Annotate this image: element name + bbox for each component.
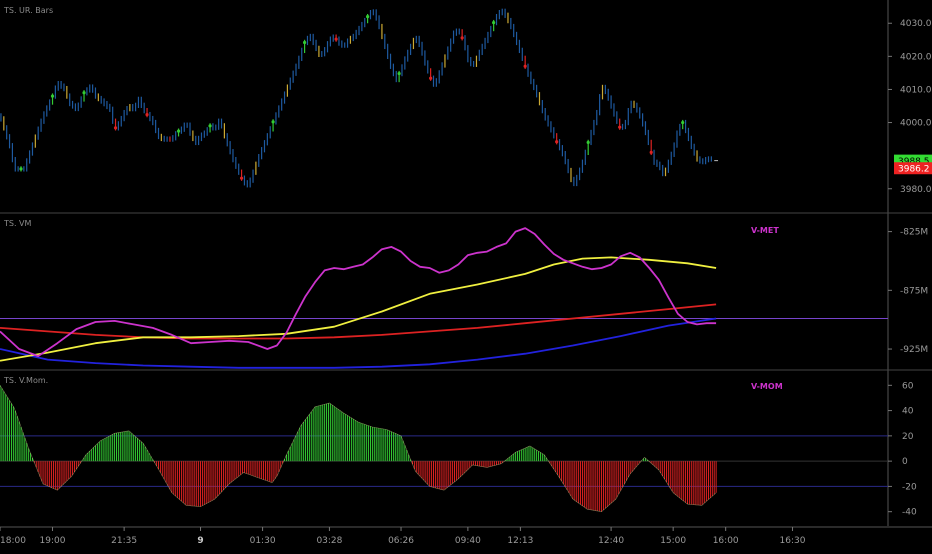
x-tick-label: 12:40: [598, 536, 624, 546]
mom-ytick-label: -20: [902, 482, 917, 492]
x-tick-label: 16:00: [713, 536, 739, 546]
price-bar-dot: [239, 176, 244, 180]
mom-ytick-label: -40: [902, 508, 917, 518]
price-bar-dot: [429, 76, 433, 80]
x-tick-label: 03:28: [316, 536, 342, 546]
price-bar-dot: [271, 120, 275, 124]
price-bar-dot: [50, 94, 55, 98]
mom-pane-label: TS. V.Mom.: [4, 376, 49, 385]
mom-envelope: [0, 385, 717, 513]
price-ytick-label: 4010.0: [900, 85, 932, 95]
price-bar-dot: [681, 120, 685, 125]
price-bar-dot: [19, 167, 23, 171]
price-bar-dot: [82, 91, 86, 95]
vm-line-blue: [0, 317, 717, 369]
x-tick-label: 01:30: [250, 536, 276, 546]
x-tick-label: 21:35: [111, 536, 137, 546]
last-price-badge-red: [894, 162, 932, 175]
mom-legend-tag: V-MOM: [751, 382, 783, 391]
x-tick-label: 06:26: [388, 536, 414, 546]
vm-line-red: [0, 303, 717, 340]
x-tick-label: 9: [197, 536, 203, 546]
vm-line-yellow: [0, 256, 717, 362]
price-pane-label: TS. UR. Bars: [4, 6, 54, 15]
last-price-badge-label: 3986.2: [898, 165, 930, 175]
price-bar-dot: [145, 113, 149, 117]
price-bar-dot: [302, 40, 307, 45]
vm-ytick-label: -875M: [900, 286, 928, 296]
price-bar-dot: [586, 140, 590, 145]
x-tick-label: 16:30: [780, 536, 806, 546]
x-tick-label: 18:00: [0, 536, 26, 546]
mom-ytick-label: 0: [902, 457, 908, 467]
vm-ytick-label: -925M: [900, 345, 928, 355]
price-bar-dot: [366, 15, 370, 19]
mom-ytick-label: 60: [902, 381, 914, 391]
price-bar-dot: [555, 140, 559, 144]
vm-legend-tag: V-MET: [751, 226, 779, 235]
price-bar-dot: [460, 36, 464, 40]
price-bar-dot: [618, 125, 622, 129]
price-bar-dot: [649, 150, 653, 154]
price-bar-dot: [208, 124, 212, 128]
vm-line-magenta: [0, 227, 717, 358]
price-bar-dot: [523, 64, 527, 68]
x-tick-label: 09:40: [455, 536, 481, 546]
price-bar-dot: [176, 129, 181, 133]
vm-pane-label: TS. VM: [4, 219, 32, 228]
x-tick-label: 12:13: [507, 536, 533, 546]
price-bar-dot: [397, 71, 401, 76]
price-ytick-label: 4020.0: [900, 52, 932, 62]
x-tick-label: 15:00: [660, 536, 686, 546]
last-price-badge-label: 3988.5: [898, 157, 930, 167]
vm-ytick-label: -825M: [900, 228, 928, 238]
x-tick-label: 19:00: [40, 536, 66, 546]
price-bar-dot: [492, 20, 496, 25]
price-bar-dot: [113, 126, 118, 130]
mom-ytick-label: 20: [902, 432, 914, 442]
price-ytick-label: 4030.0: [900, 19, 932, 29]
price-bar-dot: [334, 37, 338, 41]
mom-ytick-label: 40: [902, 407, 914, 417]
price-ytick-label: 4000.0: [900, 119, 932, 129]
price-ytick-label: 3980.0: [900, 185, 932, 195]
